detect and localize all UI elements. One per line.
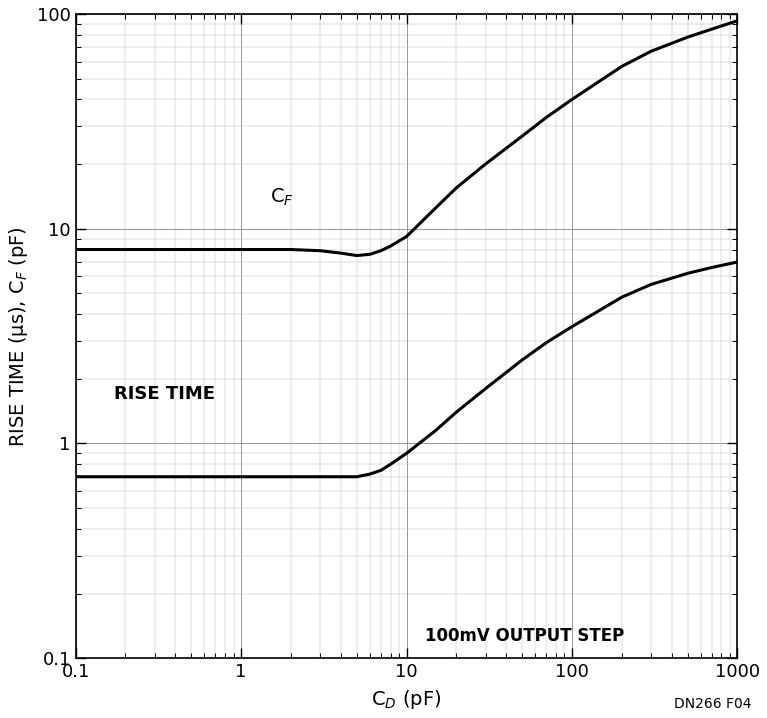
Text: 100mV OUTPUT STEP: 100mV OUTPUT STEP <box>426 628 624 645</box>
Text: RISE TIME: RISE TIME <box>114 385 215 403</box>
Y-axis label: RISE TIME (μs), C$_F$ (pF): RISE TIME (μs), C$_F$ (pF) <box>7 225 30 447</box>
Text: DN266 F04: DN266 F04 <box>674 697 752 711</box>
Text: C$_F$: C$_F$ <box>270 187 294 208</box>
X-axis label: C$_D$ (pF): C$_D$ (pF) <box>371 688 442 711</box>
